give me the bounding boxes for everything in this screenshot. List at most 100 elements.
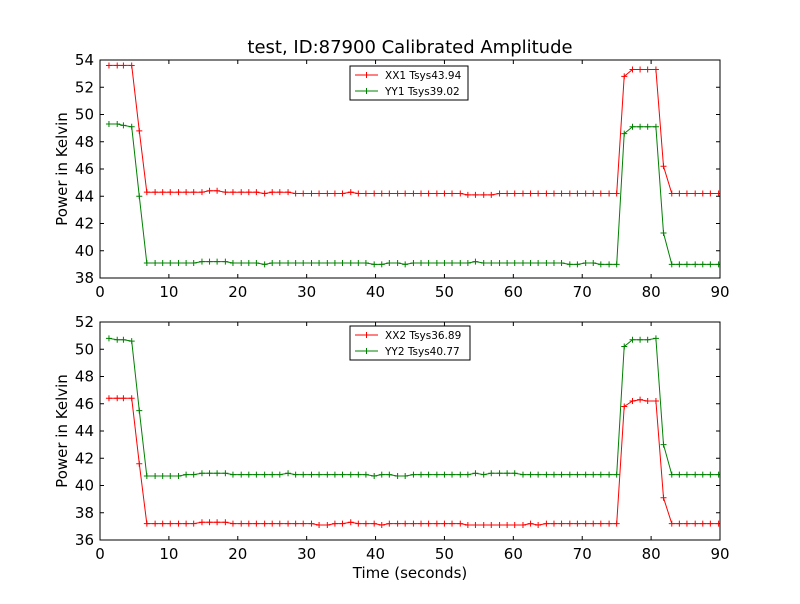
- data-point-marker: [613, 471, 620, 478]
- data-point-marker: [229, 471, 236, 478]
- data-point-marker: [371, 261, 378, 268]
- data-point-marker: [324, 190, 331, 197]
- data-point-marker: [660, 163, 667, 170]
- data-point-marker: [660, 441, 667, 448]
- data-point-marker: [683, 261, 690, 268]
- data-point-marker: [519, 522, 526, 529]
- data-point-marker: [143, 472, 150, 479]
- data-point-marker: [699, 261, 706, 268]
- data-point-marker: [253, 471, 260, 478]
- data-point-marker: [152, 189, 159, 196]
- data-point-marker: [378, 261, 385, 268]
- data-point-marker: [504, 522, 511, 529]
- data-point-marker: [410, 471, 417, 478]
- data-point-marker: [261, 261, 268, 268]
- data-point-marker: [159, 520, 166, 527]
- data-point-marker: [590, 260, 597, 267]
- data-point-marker: [652, 398, 659, 405]
- y-tick-label: 38: [75, 504, 94, 522]
- data-point-marker: [613, 261, 620, 268]
- data-point-marker: [488, 470, 495, 477]
- data-point-marker: [606, 471, 613, 478]
- data-point-marker: [550, 471, 557, 478]
- data-point-marker: [120, 395, 127, 402]
- data-point-marker: [418, 520, 425, 527]
- data-point-marker: [543, 471, 550, 478]
- data-point-marker: [238, 520, 245, 527]
- data-point-marker: [355, 190, 362, 197]
- data-point-marker: [699, 190, 706, 197]
- data-point-marker: [128, 62, 135, 69]
- data-point-marker: [433, 520, 440, 527]
- data-point-marker: [371, 472, 378, 479]
- data-point-marker: [238, 260, 245, 267]
- y-tick-label: 52: [75, 78, 94, 96]
- data-point-marker: [668, 520, 675, 527]
- data-point-marker: [597, 471, 604, 478]
- data-point-marker: [504, 470, 511, 477]
- data-point-marker: [449, 190, 456, 197]
- data-point-marker: [378, 471, 385, 478]
- data-point-marker: [394, 472, 401, 479]
- data-point-marker: [371, 190, 378, 197]
- data-point-marker: [621, 73, 628, 80]
- data-point-marker: [324, 260, 331, 267]
- y-tick-label: 38: [75, 269, 94, 287]
- data-point-marker: [488, 260, 495, 267]
- data-point-marker: [652, 123, 659, 130]
- data-point-marker: [597, 190, 604, 197]
- y-axis-label: Power in Kelvin: [53, 374, 71, 488]
- data-point-marker: [308, 260, 315, 267]
- data-point-marker: [464, 471, 471, 478]
- legend-frame: [349, 65, 469, 101]
- y-tick-label: 54: [75, 51, 94, 69]
- data-point-marker: [637, 396, 644, 403]
- data-point-marker: [511, 470, 518, 477]
- data-point-marker: [143, 260, 150, 267]
- data-point-marker: [206, 519, 213, 526]
- data-point-marker: [621, 343, 628, 350]
- data-point-marker: [143, 520, 150, 527]
- data-point-marker: [324, 471, 331, 478]
- data-point-marker: [621, 403, 628, 410]
- data-point-marker: [519, 260, 526, 267]
- data-point-marker: [606, 190, 613, 197]
- data-point-marker: [464, 260, 471, 267]
- y-tick-label: 42: [75, 449, 94, 467]
- data-point-marker: [198, 189, 205, 196]
- data-point-marker: [222, 258, 229, 265]
- data-point-marker: [183, 189, 190, 196]
- data-point-marker: [472, 191, 479, 198]
- data-point-marker: [504, 190, 511, 197]
- data-point-marker: [418, 190, 425, 197]
- data-point-marker: [629, 66, 636, 73]
- data-point-marker: [386, 190, 393, 197]
- data-point-marker: [152, 260, 159, 267]
- data-point-marker: [590, 520, 597, 527]
- data-point-marker: [613, 190, 620, 197]
- data-point-marker: [245, 189, 252, 196]
- data-point-marker: [143, 189, 150, 196]
- data-point-marker: [511, 522, 518, 529]
- data-point-marker: [206, 187, 213, 194]
- data-point-marker: [261, 190, 268, 197]
- x-tick-label: 50: [435, 545, 454, 563]
- data-point-marker: [238, 189, 245, 196]
- data-point-marker: [120, 122, 127, 129]
- y-tick-label: 48: [75, 368, 94, 386]
- data-point-marker: [175, 520, 182, 527]
- data-point-marker: [331, 190, 338, 197]
- data-point-marker: [644, 398, 651, 405]
- data-point-marker: [606, 520, 613, 527]
- data-point-marker: [511, 190, 518, 197]
- data-point-marker: [308, 471, 315, 478]
- data-point-marker: [441, 190, 448, 197]
- data-point-marker: [120, 336, 127, 343]
- data-point-marker: [449, 260, 456, 267]
- data-point-marker: [543, 190, 550, 197]
- data-point-marker: [715, 190, 720, 197]
- data-point-marker: [535, 260, 542, 267]
- legend-swatch-marker: [363, 348, 370, 354]
- data-point-marker: [637, 123, 644, 130]
- data-point-marker: [105, 395, 112, 402]
